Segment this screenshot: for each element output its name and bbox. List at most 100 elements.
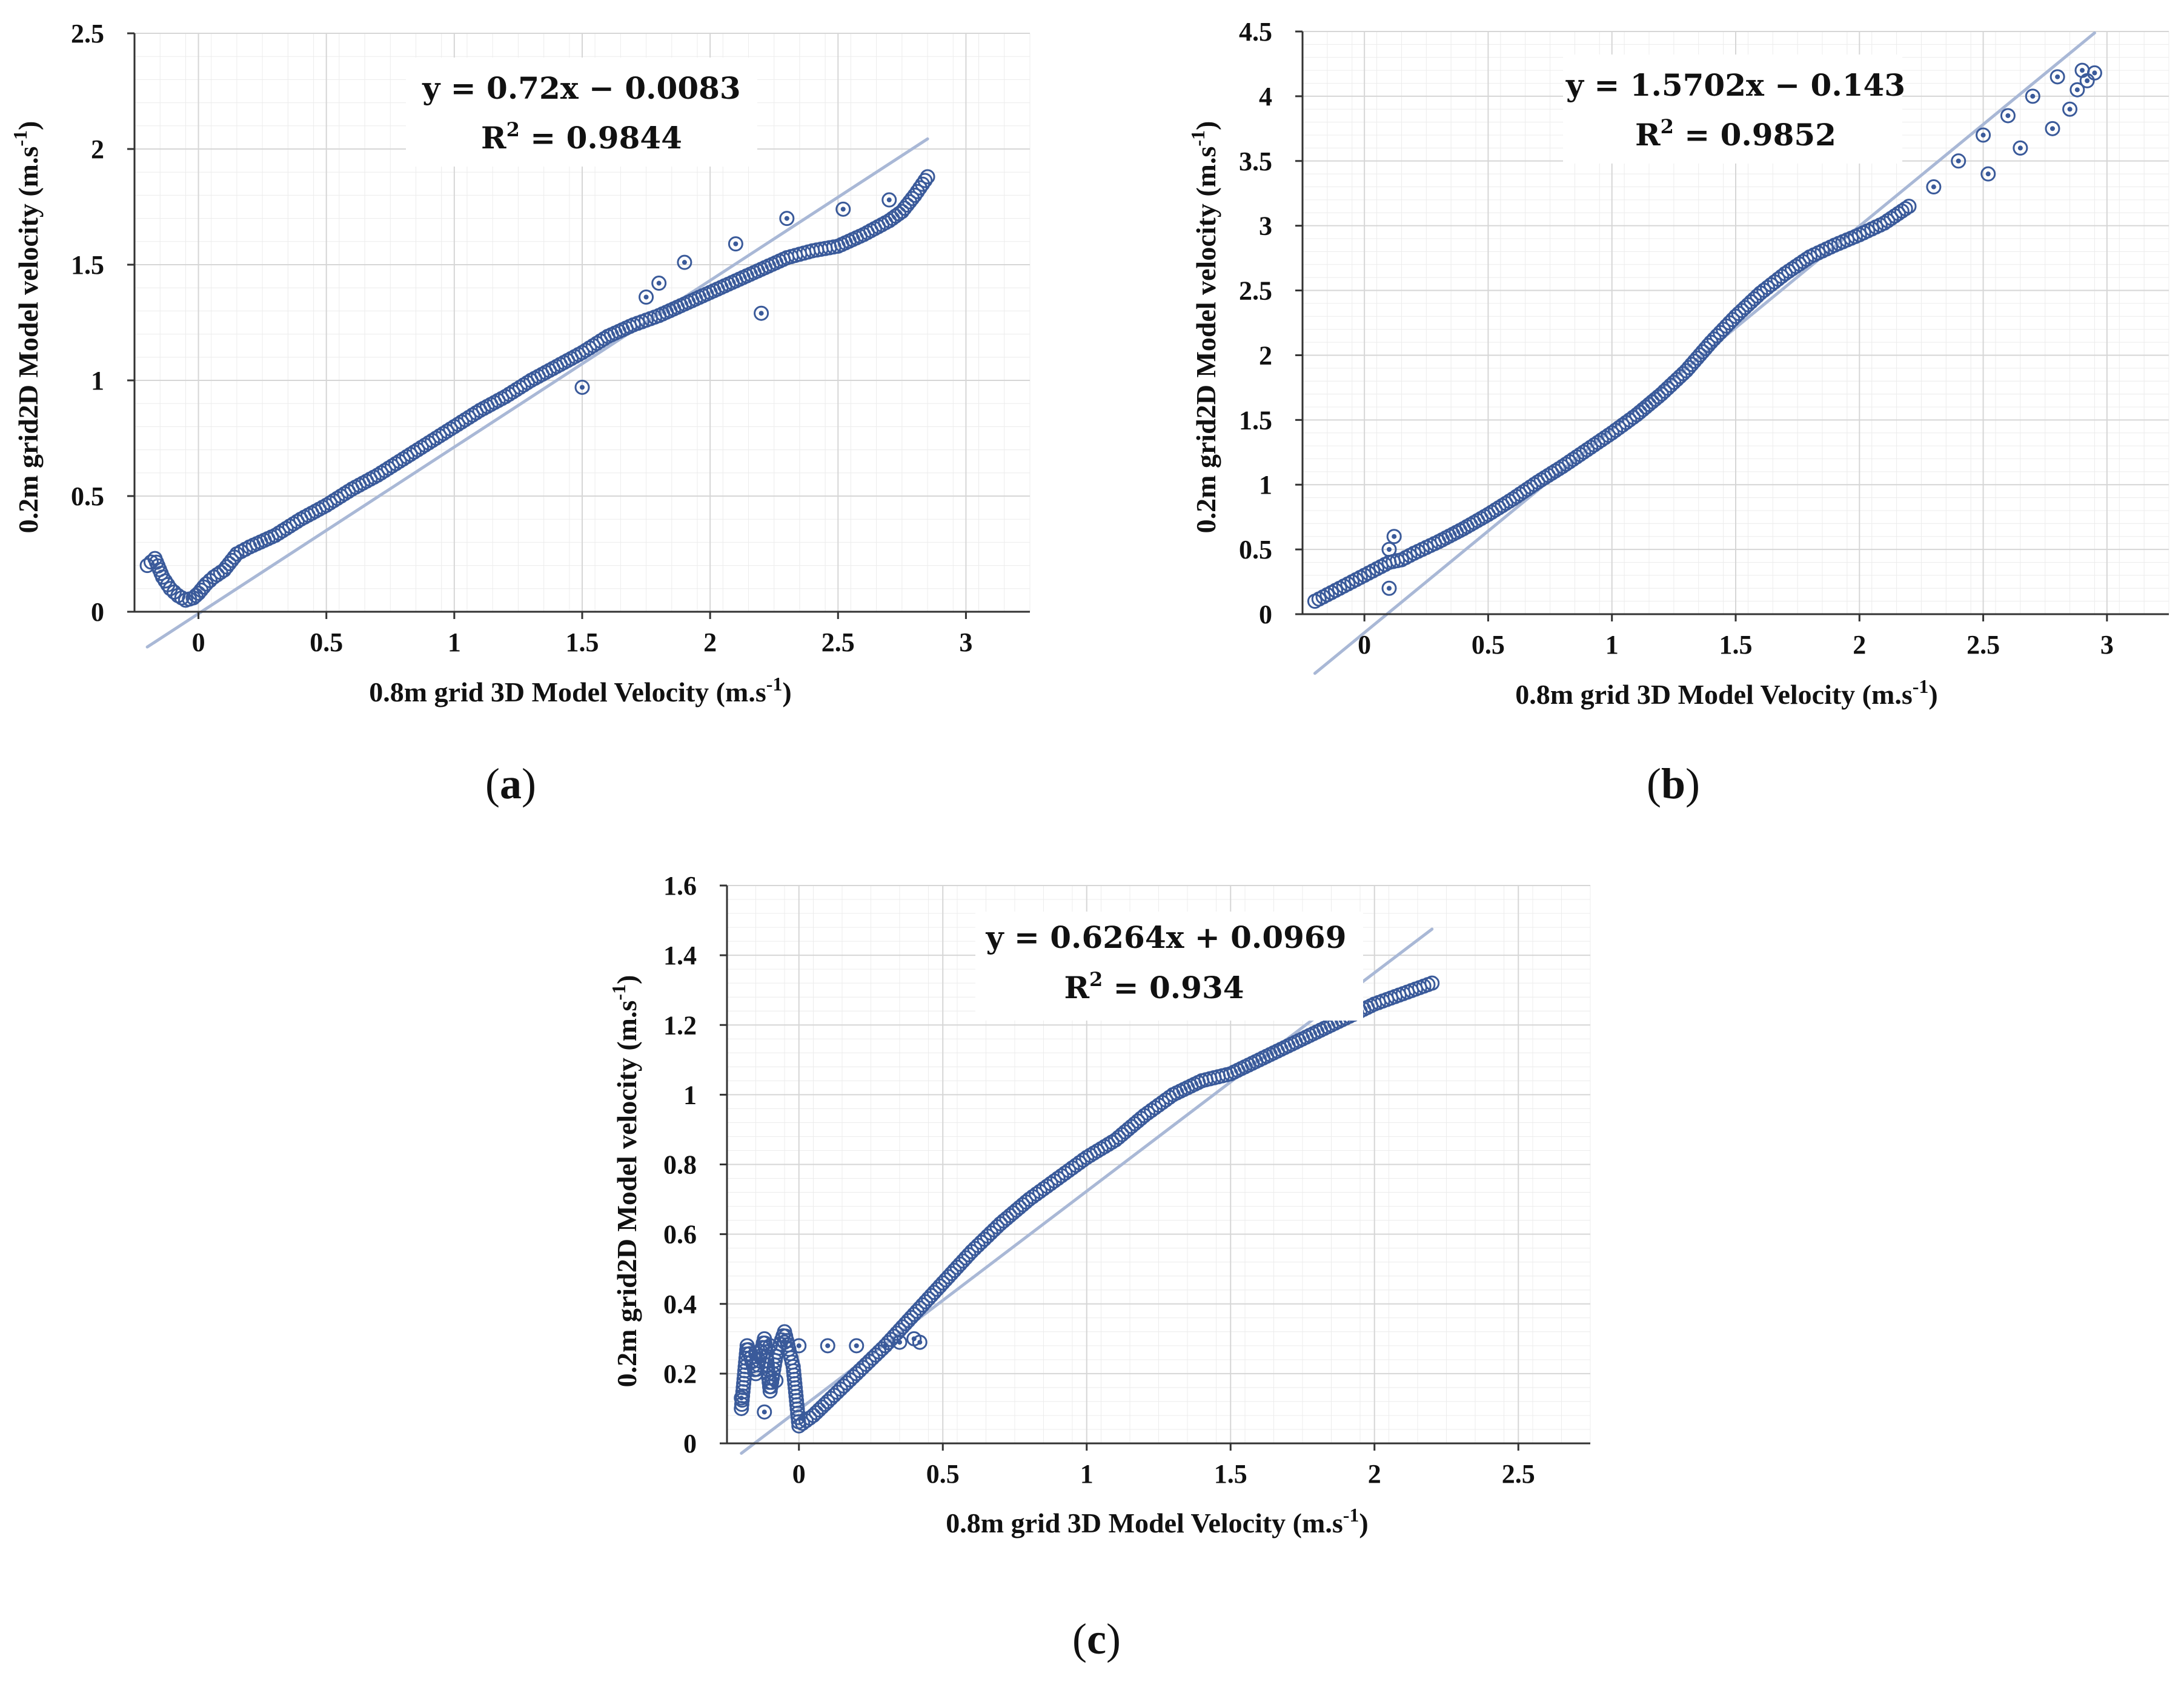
chart-a-point	[920, 169, 935, 185]
chart-c-y-tick-label: 0.2	[663, 1359, 697, 1389]
chart-c-y-tick-label: 1.2	[663, 1010, 697, 1040]
chart-b-outlier-point-center	[2017, 145, 2023, 151]
chart-a-y-tick-label: 1	[91, 366, 104, 396]
chart-a-x-tick-label: 3	[959, 627, 972, 657]
panel-label-a: (a)	[485, 760, 536, 808]
chart-b-outlier-point-center	[1985, 171, 1991, 177]
chart-b-x-tick-label: 0	[1358, 630, 1371, 660]
chart-a-point	[417, 437, 433, 453]
chart-a-point	[585, 338, 601, 354]
chart-b-y-tick-label: 3	[1259, 211, 1272, 241]
chart-c-point	[1424, 975, 1440, 991]
chart-c-y-tick-label: 1	[683, 1080, 697, 1110]
chart-a-point	[285, 516, 301, 532]
chart-b-xlabel: 0.8m grid 3D Model Velocity (m.s-1)	[1515, 675, 1937, 710]
chart-a-point	[384, 458, 400, 474]
chart-b-outlier-point	[2050, 69, 2065, 85]
chart-a-trendline	[145, 137, 929, 649]
chart-b-outlier-point	[2025, 88, 2040, 104]
chart-b-y-tick-label: 0.5	[1239, 535, 1272, 565]
chart-a-point	[454, 414, 470, 430]
chart-a-point	[457, 412, 473, 428]
chart-b-outlier-point	[1980, 166, 1996, 182]
chart-b-outlier-point-center	[1392, 534, 1397, 539]
chart-a-point	[333, 488, 349, 504]
chart-c-y-tick-label: 0.6	[663, 1220, 697, 1250]
chart-a-outlier-point	[754, 305, 769, 321]
chart-c-outlier-point	[849, 1338, 865, 1354]
chart-c-outlier-point	[768, 1372, 784, 1388]
chart-a-x-tick-label: 2.5	[821, 627, 855, 657]
chart-a-y-tick-label: 1.5	[71, 250, 104, 280]
chart-b-equation-box	[1563, 55, 1902, 164]
chart-c-outlier-point	[757, 1404, 772, 1420]
chart-b-outlier-point	[1951, 153, 1967, 169]
chart-b-point	[1897, 201, 1913, 217]
chart-a-point	[592, 333, 608, 349]
chart-a-point	[319, 497, 334, 513]
chart-c-outlier-point	[762, 1338, 778, 1354]
chart-c-outlier-point-center	[883, 1343, 888, 1348]
chart-b-point	[1901, 199, 1917, 214]
chart-a-point	[582, 340, 597, 356]
chart-b-y-tick-label: 2.5	[1239, 276, 1272, 306]
chart-b-outlier-point	[2013, 140, 2028, 156]
chart-b-outlier-point-center	[2050, 126, 2055, 131]
chart-a-axes: 0 0.5 1 1.5 2 2.5 3 0 0.5 1 1.5 2 2.5	[71, 19, 1030, 657]
chart-c-outlier-point-center	[753, 1350, 758, 1356]
chart-a-outlier-point-center	[886, 197, 892, 203]
chart-b-outlier-point-center	[2085, 78, 2090, 84]
chart-b-outlier-point-center	[2030, 93, 2036, 99]
chart-c-outlier-point-center	[897, 1340, 902, 1345]
chart-c-x-tick-label: 2	[1368, 1459, 1381, 1489]
chart-a-point	[414, 440, 430, 455]
chart-b-x-tick-label: 2	[1853, 630, 1866, 660]
chart-c-y-tick-label: 0.4	[663, 1290, 697, 1319]
chart-b-y-tick-label: 4	[1259, 82, 1272, 111]
chart-b-outlier-point-center	[2074, 87, 2080, 93]
chart-b-trendline	[1313, 31, 2096, 675]
chart-b-outlier-point-center	[2080, 68, 2085, 73]
chart-a-point	[395, 451, 411, 467]
chart-c-xlabel: 0.8m grid 3D Model Velocity (m.s-1)	[946, 1504, 1368, 1538]
chart-b-ylabel: 0.2m grid2D Model velocity (m.s-1)	[1187, 121, 1221, 534]
chart-b-y-tick-label: 3.5	[1239, 147, 1272, 176]
chart-a-outlier-point	[639, 289, 654, 305]
chart-b-y-tick-label: 1	[1259, 470, 1272, 500]
chart-a-xlabel: 0.8m grid 3D Model Velocity (m.s-1)	[369, 673, 791, 707]
chart-a-point	[370, 468, 385, 483]
chart-c-y-tick-label: 1.4	[663, 941, 697, 970]
chart-b-x-tick-label: 3	[2100, 630, 2114, 660]
chart-a-outlier-point-center	[682, 260, 687, 265]
chart-a-point	[450, 417, 466, 432]
chart-b-outlier-point	[1926, 179, 1942, 195]
chart-c-outlier-point-center	[917, 1340, 923, 1345]
chart-c-outlier-point	[892, 1334, 908, 1350]
chart-a-point	[436, 426, 451, 442]
chart-a-point	[421, 435, 437, 451]
chart-a-labels: y = 0.72x − 0.0083 R2 = 0.9844 0.8m grid…	[9, 58, 792, 808]
chart-a-point	[377, 463, 393, 478]
chart-a-outlier-point-center	[784, 216, 789, 221]
chart-a-point	[188, 588, 204, 603]
chart-c-outlier-point-center	[762, 1409, 767, 1415]
chart-a-point	[388, 456, 403, 472]
chart-a-point	[373, 465, 389, 481]
chart-a-outlier-point	[677, 254, 692, 270]
chart-a-y-tick-label: 0	[91, 597, 104, 627]
chart-b: 0 0.5 1 1.5 2 2.5 3 0 0.5 1 1.5 2 2.5 3 3.5 4 4.5 y = 1.…	[1187, 17, 2169, 808]
chart-a-outlier-point	[651, 276, 667, 291]
chart-a-point	[508, 382, 524, 397]
chart-b-outlier-point-center	[2005, 113, 2011, 118]
chart-a-point	[326, 493, 342, 509]
chart-a-point	[505, 384, 520, 400]
chart-a-points	[139, 169, 935, 608]
chart-b-trendline-layer	[1313, 31, 2096, 675]
chart-c-x-tick-label: 1	[1080, 1459, 1094, 1489]
chart-a-point	[380, 460, 396, 476]
chart-a-point	[428, 431, 444, 446]
chart-a-point	[330, 491, 345, 506]
chart-b-point	[1799, 251, 1814, 267]
chart-a-x-tick-label: 0.5	[310, 627, 343, 657]
chart-c-outlier-point	[820, 1338, 835, 1354]
